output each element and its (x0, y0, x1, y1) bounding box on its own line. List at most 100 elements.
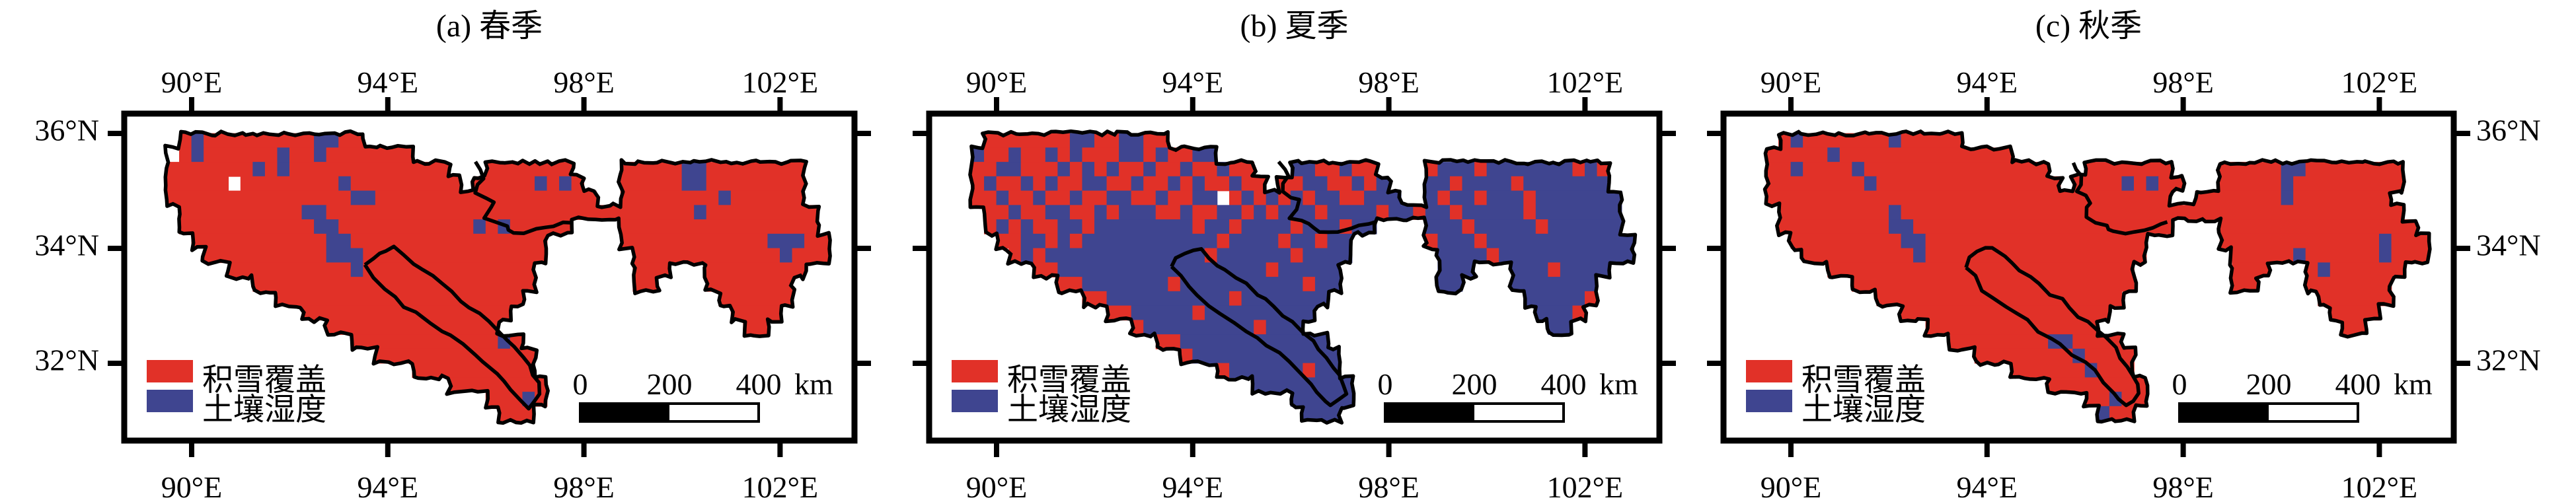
snow-cover-cells (1020, 147, 1046, 162)
soil-moisture-cells (780, 248, 793, 264)
soil-moisture-cells (1241, 291, 1328, 306)
snow-cover-cells (1876, 291, 2123, 306)
soil-moisture-cells (1548, 320, 1573, 335)
snow-cover-cells (1314, 205, 1328, 220)
soil-moisture-cells (1192, 147, 1218, 162)
panel-b: 90°E 90°E 94°E 94°E 98°E 98°E 102°E 102°E (b) 夏季… (913, 9, 1676, 504)
snow-cover-cells (1069, 233, 1083, 249)
lon-label-top: 90°E (161, 65, 223, 99)
soil-moisture-cells (2281, 176, 2294, 192)
snow-cover-cells (2293, 176, 2404, 192)
soil-moisture-cells (1241, 219, 1291, 234)
soil-moisture-cells (1143, 320, 1254, 335)
snow-cover-cells (191, 233, 327, 249)
snow-cover-cells (2391, 248, 2429, 264)
soil-moisture-cells (350, 190, 376, 206)
soil-moisture-cells (1094, 205, 1108, 220)
snow-cover-cells (1913, 219, 2172, 234)
snow-cover-cells (326, 320, 499, 335)
scale-bar-label-200: 200 (647, 367, 693, 401)
snow-cover-cells (301, 305, 511, 321)
soil-moisture-cells (2084, 363, 2098, 378)
snow-cover-cells (1192, 205, 1218, 220)
snow-cover-cells (1462, 219, 1475, 234)
lon-label-bottom: 102°E (1547, 470, 1624, 504)
snow-cover-cells (179, 133, 192, 149)
soil-moisture-cells (1535, 205, 1622, 220)
snow-cover-cells (2232, 277, 2257, 292)
region-outline (1762, 129, 2432, 424)
snow-cover-cells (2011, 363, 2086, 378)
soil-moisture-cells (1790, 162, 1803, 177)
legend-soil-swatch (1746, 390, 1792, 412)
soil-moisture-cells (1425, 176, 1451, 192)
snow-cover-cells (350, 233, 548, 249)
soil-moisture-cells (1057, 233, 1071, 249)
snow-cover-cells (1303, 277, 1316, 292)
soil-moisture-cells (1290, 162, 1316, 177)
snow-cover-cells (1229, 219, 1242, 234)
soil-moisture-cells (1462, 205, 1525, 220)
snow-cover-cells (971, 162, 997, 177)
soil-moisture-cells (2293, 248, 2306, 264)
snow-cover-cells (1766, 162, 1792, 177)
soil-moisture-cells (2146, 176, 2159, 192)
snow-cover-cells (1425, 233, 1439, 249)
soil-moisture-cells (2379, 248, 2392, 264)
lancang-river-source-divide (1170, 247, 1349, 408)
snow-cover-cells (350, 334, 499, 349)
snow-cover-cells (743, 320, 769, 335)
lon-label-bottom: 90°E (1761, 470, 1822, 504)
panel-title: (a) 春季 (436, 9, 543, 44)
snow-cover-cells (1069, 162, 1083, 177)
snow-cover-cells (1803, 133, 1889, 149)
soil-moisture-cells (1057, 219, 1083, 234)
soil-moisture-cells (1106, 190, 1132, 206)
soil-moisture-cells (1913, 248, 1926, 264)
lon-label-top: 102°E (1547, 65, 1624, 99)
region-outline (968, 129, 1638, 425)
scale-bar-label-0: 0 (1378, 367, 1393, 401)
snow-cover-cells (338, 133, 364, 149)
snow-soil-grid (1766, 133, 2429, 421)
snow-cover-cells (706, 176, 805, 192)
soil-moisture-cells (1119, 133, 1144, 149)
soil-moisture-cells (338, 176, 352, 192)
legend-soil-label: 土壤湿度 (202, 393, 326, 427)
lon-label-top: 98°E (2152, 65, 2214, 99)
soil-moisture-cells (1535, 190, 1622, 206)
snow-cover-cells (2342, 320, 2368, 335)
snow-cover-cells (1094, 133, 1119, 149)
soil-moisture-cells (1082, 162, 1095, 177)
snow-cover-cells (1143, 133, 1169, 149)
soil-moisture-cells (2109, 392, 2123, 407)
soil-moisture-cells (1425, 190, 1439, 206)
snow-cover-cells (1303, 363, 1316, 378)
snow-cover-cells (1033, 219, 1059, 234)
soil-moisture-cells (1057, 162, 1071, 177)
snow-cover-cells (1180, 348, 1193, 364)
snow-cover-cells (1974, 348, 2074, 364)
scale-bar-unit: km (1599, 367, 1638, 401)
snow-cover-cells (984, 205, 1009, 220)
soil-moisture-cells (1192, 348, 1340, 364)
snow-cover-cells (1082, 147, 1119, 162)
snow-cover-cells (1364, 176, 1377, 192)
snow-cover-cells (1241, 205, 1254, 220)
soil-moisture-cells (1131, 305, 1193, 321)
soil-moisture-cells (314, 147, 327, 162)
snow-cover-cells (167, 190, 352, 206)
soil-moisture-cells (1119, 205, 1156, 220)
legend-soil-label: 土壤湿度 (1007, 393, 1131, 427)
soil-moisture-cells (1020, 248, 1034, 264)
region-outline (163, 129, 832, 425)
snow-cover-cells (1327, 176, 1353, 192)
snow-soil-grid (971, 133, 1634, 421)
soil-moisture-cells (1425, 219, 1463, 234)
soil-moisture-cells (971, 147, 985, 162)
snow-cover-cells (326, 205, 695, 220)
snow-cover-cells (179, 219, 315, 234)
soil-moisture-cells (1535, 305, 1573, 321)
snow-cover-cells (2330, 262, 2404, 277)
